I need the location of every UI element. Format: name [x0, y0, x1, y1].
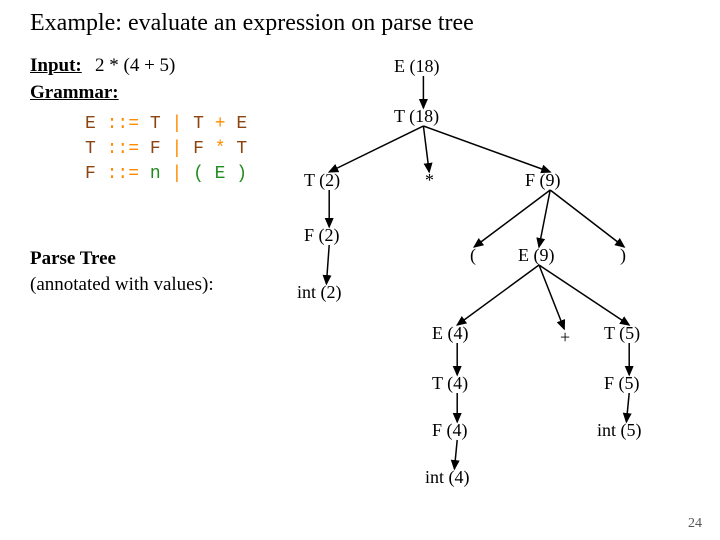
tree-node-plus: + — [560, 327, 570, 348]
tree-node-F9: F (9) — [525, 170, 561, 191]
tree-node-int2: int (2) — [297, 282, 342, 303]
grammar-nt: E — [236, 114, 247, 134]
parse-tree-label: Parse Tree — [30, 248, 116, 270]
tree-edges — [0, 0, 720, 540]
grammar-term: ( E ) — [193, 164, 247, 184]
input-expression: 2 * (4 + 5) — [95, 55, 175, 77]
grammar-label: Grammar: — [30, 82, 119, 104]
grammar-defeq: ::= — [107, 139, 139, 159]
tree-node-F5: F (5) — [604, 373, 640, 394]
parse-tree-sublabel: (annotated with values): — [30, 274, 214, 296]
tree-node-lpar: ( — [470, 245, 476, 266]
input-label: Input: — [30, 55, 82, 77]
grammar-nt: T — [150, 114, 161, 134]
grammar-bar: | — [171, 139, 193, 159]
tree-node-T4: T (4) — [432, 373, 468, 394]
tree-node-T5: T (5) — [604, 323, 640, 344]
tree-edge — [626, 393, 629, 422]
tree-edge — [423, 126, 550, 172]
tree-edge — [457, 265, 539, 325]
tree-node-E9: E (9) — [518, 245, 554, 266]
grammar-rule-2: T ::= F | F * T — [85, 137, 247, 162]
tree-edge — [550, 190, 624, 247]
grammar-rule-3: F ::= n | ( E ) — [85, 162, 247, 187]
grammar-op: * — [215, 139, 226, 159]
grammar-defeq: ::= — [107, 114, 139, 134]
tree-node-E4: E (4) — [432, 323, 468, 344]
tree-node-F2: F (2) — [304, 225, 340, 246]
grammar-bar: | — [171, 114, 193, 134]
grammar-op: + — [215, 114, 226, 134]
grammar-nt: F — [193, 139, 204, 159]
tree-node-F4: F (4) — [432, 420, 468, 441]
tree-edge — [539, 265, 629, 325]
grammar-nt: T — [193, 114, 204, 134]
tree-node-int4: int (4) — [425, 467, 470, 488]
tree-edge — [326, 245, 329, 284]
tree-node-T2: T (2) — [304, 170, 340, 191]
tree-node-star: * — [425, 170, 434, 191]
slide-number: 24 — [688, 516, 702, 532]
slide-title: Example: evaluate an expression on parse… — [30, 10, 474, 37]
tree-edge — [539, 265, 564, 329]
grammar-term: n — [150, 164, 161, 184]
grammar-defeq: ::= — [107, 164, 139, 184]
grammar-nt: T — [85, 139, 96, 159]
grammar-rule-1: E ::= T | T + E — [85, 112, 247, 137]
tree-edge — [329, 126, 423, 172]
grammar-rules: E ::= T | T + E T ::= F | F * T F ::= n … — [85, 112, 247, 188]
grammar-bar: | — [171, 164, 193, 184]
tree-edge — [474, 190, 550, 247]
tree-node-T18: T (18) — [394, 106, 439, 127]
tree-edge — [423, 126, 429, 172]
grammar-nt: T — [236, 139, 247, 159]
tree-node-rpar: ) — [620, 245, 626, 266]
tree-node-E18: E (18) — [394, 56, 439, 77]
grammar-nt: E — [85, 114, 96, 134]
tree-node-int5: int (5) — [597, 420, 642, 441]
grammar-nt: F — [85, 164, 96, 184]
tree-edge — [454, 440, 457, 469]
grammar-nt: F — [150, 139, 161, 159]
tree-edge — [539, 190, 550, 247]
